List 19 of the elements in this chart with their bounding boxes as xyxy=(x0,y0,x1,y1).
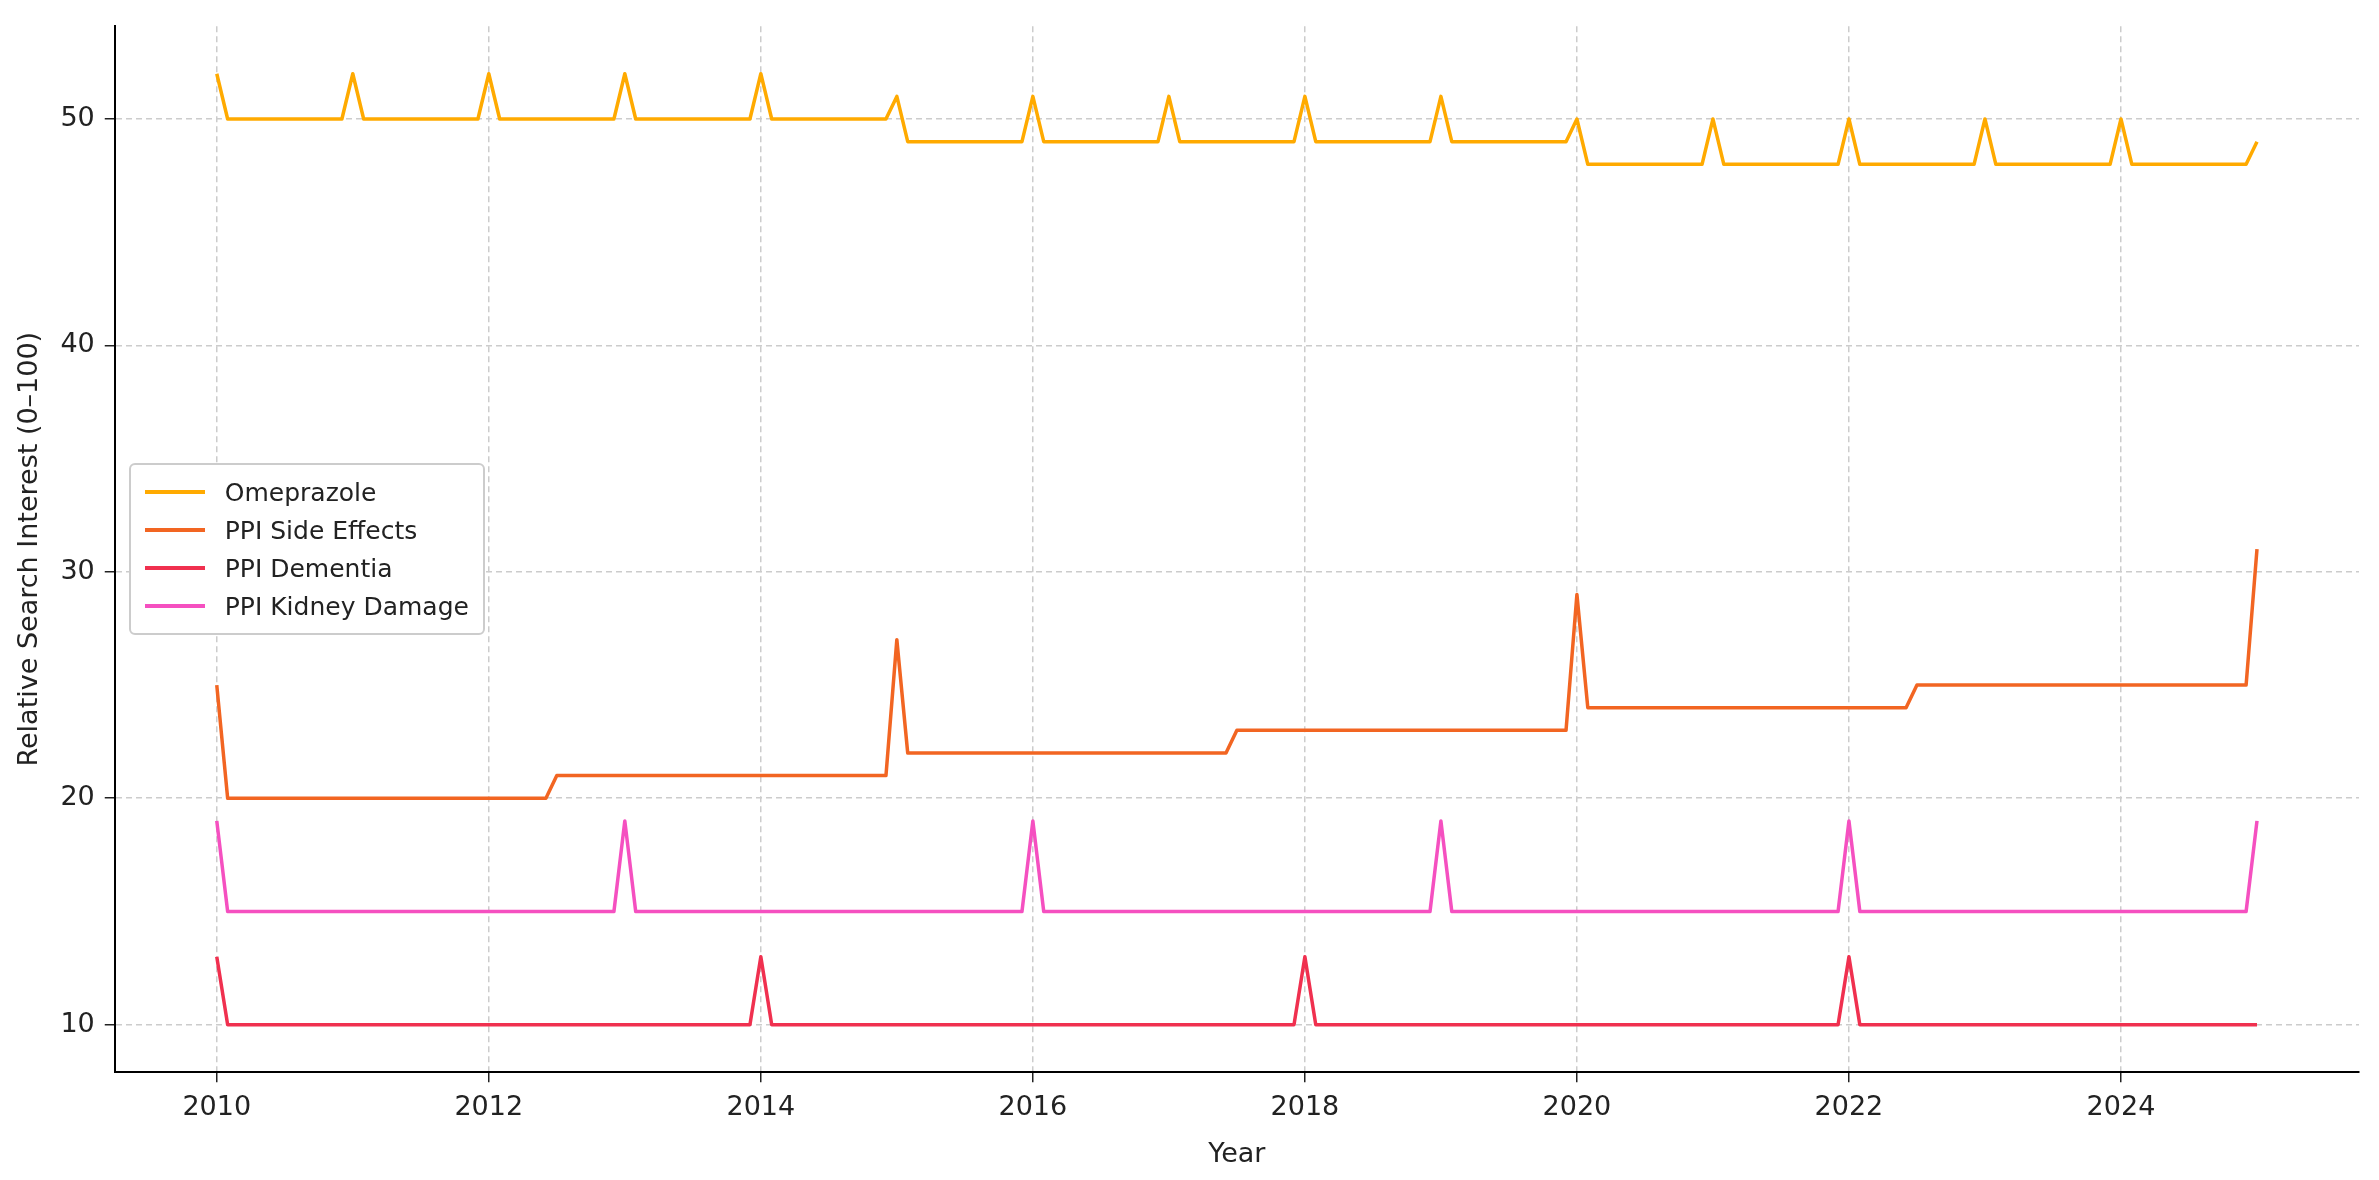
y-tick-label: 30 xyxy=(60,553,95,585)
y-tick-label: 40 xyxy=(60,327,95,359)
x-tick-label: 2022 xyxy=(1814,1090,1884,1122)
y-tick-label: 20 xyxy=(60,780,95,812)
y-tick-label: 10 xyxy=(60,1006,95,1038)
y-tick-label: 50 xyxy=(60,101,95,133)
x-tick-label: 2020 xyxy=(1542,1090,1612,1122)
legend-label: PPI Kidney Damage xyxy=(224,591,469,621)
x-tick-label: 2018 xyxy=(1270,1090,1340,1122)
legend-label: Omeprazole xyxy=(224,477,377,507)
legend-label: PPI Dementia xyxy=(224,553,393,583)
x-tick-label: 2016 xyxy=(998,1090,1068,1122)
x-axis-title: Year xyxy=(1207,1136,1267,1168)
x-tick-label: 2014 xyxy=(726,1090,796,1122)
x-tick-label: 2024 xyxy=(2086,1090,2156,1122)
legend-label: PPI Side Effects xyxy=(224,515,418,545)
x-tick-label: 2010 xyxy=(182,1090,252,1122)
y-axis-title: Relative Search Interest (0–100) xyxy=(12,331,44,767)
x-tick-label: 2012 xyxy=(454,1090,524,1122)
